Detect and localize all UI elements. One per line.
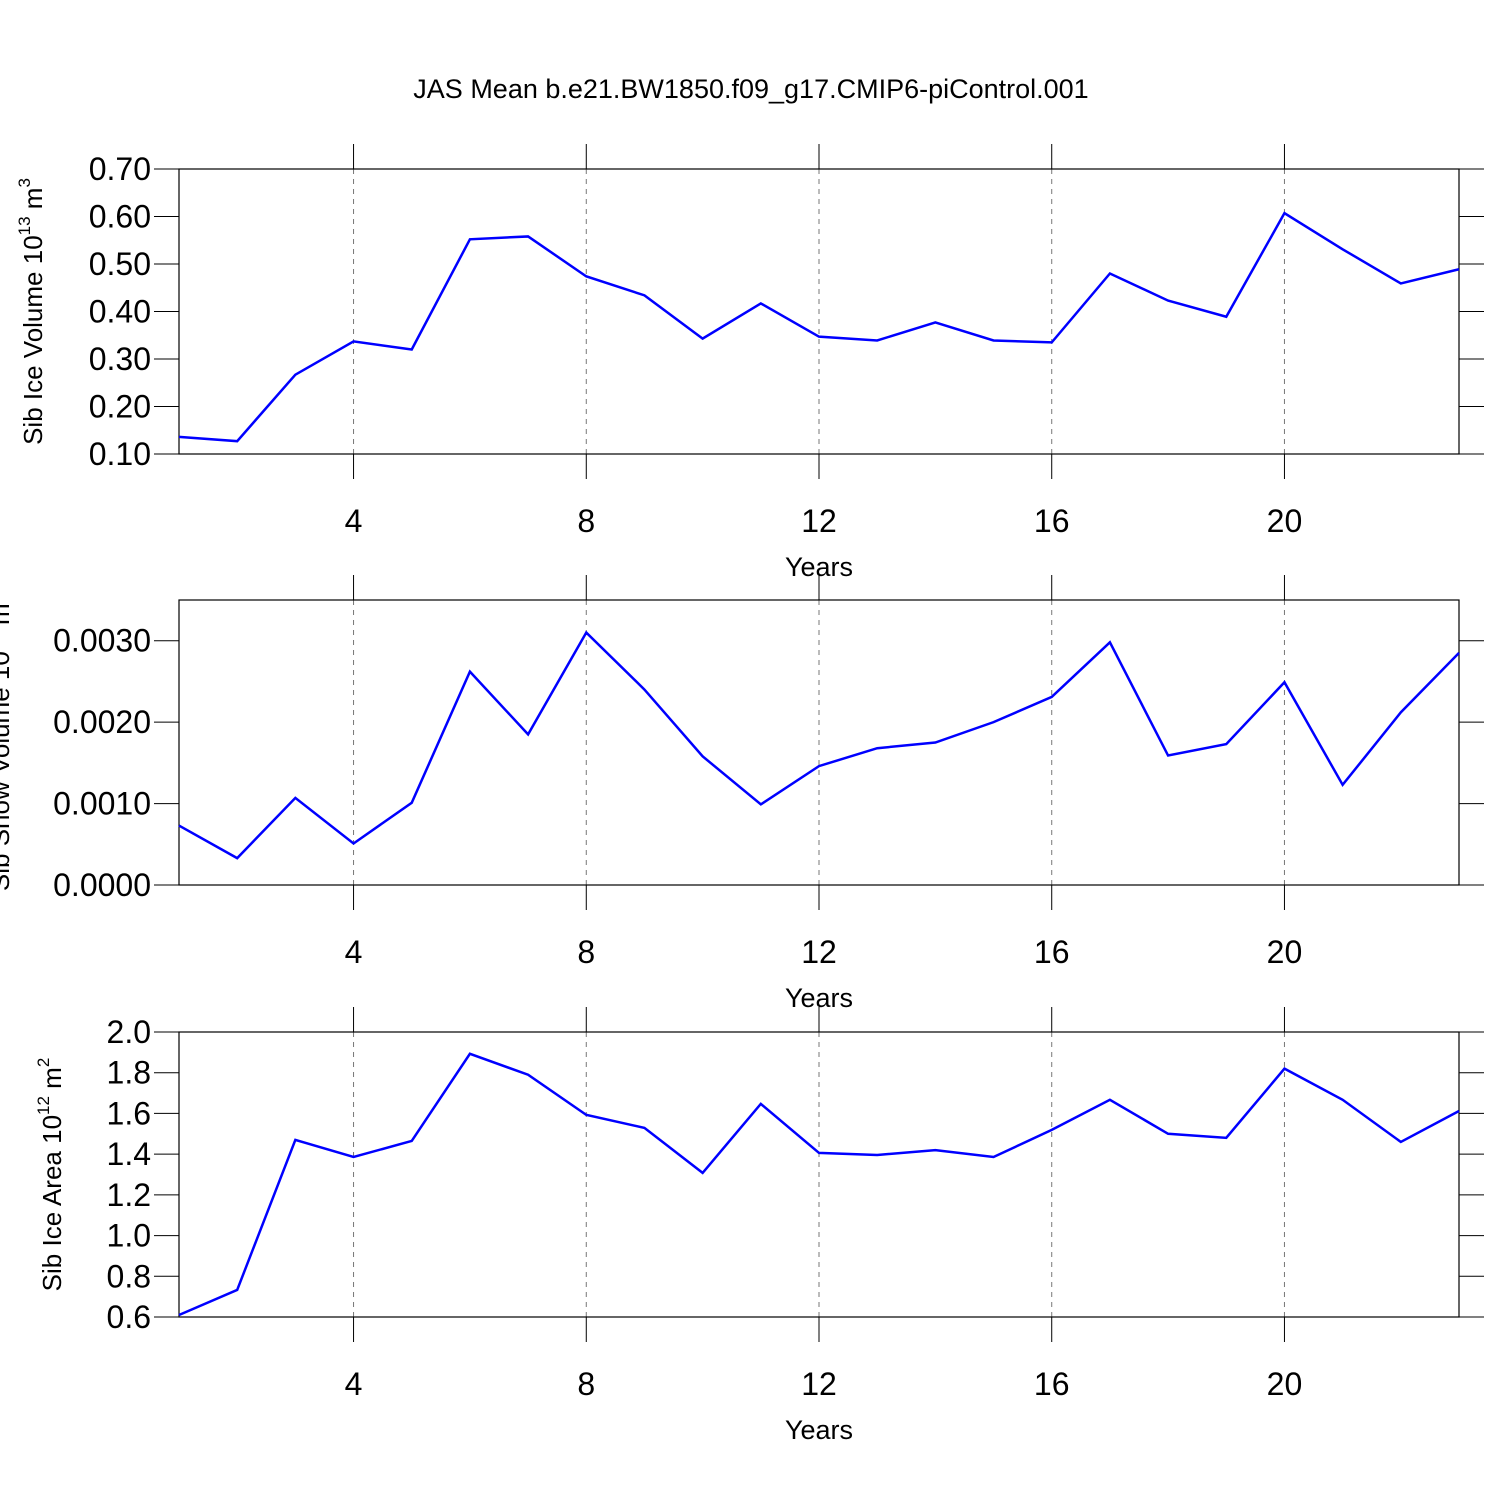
y-axis-label-part: 13 bbox=[0, 632, 1, 651]
x-tick-label: 16 bbox=[1034, 503, 1070, 539]
x-tick-label: 16 bbox=[1034, 934, 1070, 970]
x-tick-label: 20 bbox=[1267, 934, 1303, 970]
y-tick-label: 0.0010 bbox=[53, 786, 151, 822]
y-axis-label-part: 2 bbox=[34, 1058, 53, 1067]
y-tick-label: 1.8 bbox=[107, 1055, 151, 1091]
y-tick-label: 1.4 bbox=[107, 1136, 151, 1172]
x-tick-label: 4 bbox=[345, 503, 363, 539]
y-axis-label-part: Sib Snow Volume 10 bbox=[0, 651, 15, 891]
y-tick-label: 1.2 bbox=[107, 1177, 151, 1213]
plot-frame bbox=[178, 1031, 1460, 1318]
x-axis-label: Years bbox=[785, 1415, 853, 1445]
y-tick-label: 2.0 bbox=[107, 1014, 151, 1050]
plot-frame bbox=[178, 599, 1460, 886]
y-tick-label: 0.0030 bbox=[53, 623, 151, 659]
x-tick-label: 4 bbox=[345, 934, 363, 970]
y-tick-label: 0.70 bbox=[89, 151, 151, 187]
x-tick-label: 8 bbox=[577, 503, 595, 539]
y-axis-label-part: 3 bbox=[0, 594, 1, 603]
y-tick-label: 0.8 bbox=[107, 1258, 151, 1294]
x-tick-label: 8 bbox=[577, 934, 595, 970]
y-axis-label-part: Sib Ice Area 10 bbox=[37, 1115, 67, 1291]
x-tick-label: 4 bbox=[345, 1366, 363, 1402]
plot-frame bbox=[178, 168, 1460, 455]
y-axis-label-part: Sib Ice Volume 10 bbox=[18, 235, 48, 445]
x-tick-label: 12 bbox=[801, 503, 837, 539]
y-tick-label: 0.40 bbox=[89, 294, 151, 330]
y-axis-label-part: m bbox=[18, 188, 48, 217]
x-tick-label: 20 bbox=[1267, 1366, 1303, 1402]
y-tick-label: 0.10 bbox=[89, 436, 151, 472]
y-tick-label: 0.0000 bbox=[53, 867, 151, 903]
y-tick-label: 0.50 bbox=[89, 246, 151, 282]
y-tick-label: 0.6 bbox=[107, 1299, 151, 1335]
x-tick-label: 20 bbox=[1267, 503, 1303, 539]
data-line bbox=[178, 211, 1460, 443]
y-axis-label-part: 12 bbox=[34, 1096, 53, 1115]
data-line bbox=[178, 630, 1460, 860]
x-tick-label: 12 bbox=[801, 934, 837, 970]
y-axis-label: Sib Ice Volume 1013 m3 bbox=[15, 178, 48, 445]
y-axis-label-part: 3 bbox=[15, 178, 34, 187]
y-tick-label: 1.0 bbox=[107, 1218, 151, 1254]
x-tick-label: 16 bbox=[1034, 1366, 1070, 1402]
y-tick-label: 1.6 bbox=[107, 1095, 151, 1131]
y-axis-label-part: m bbox=[37, 1067, 67, 1096]
y-axis-label-part: 13 bbox=[15, 216, 34, 235]
y-axis-label-part: m bbox=[0, 603, 15, 632]
y-tick-label: 0.60 bbox=[89, 199, 151, 235]
y-tick-label: 0.0020 bbox=[53, 704, 151, 740]
y-axis-label: Sib Ice Area 1012 m2 bbox=[34, 1058, 67, 1292]
figure-title: JAS Mean b.e21.BW1850.f09_g17.CMIP6-piCo… bbox=[413, 74, 1088, 104]
y-tick-label: 0.20 bbox=[89, 389, 151, 425]
data-line bbox=[178, 1052, 1460, 1317]
y-tick-label: 0.30 bbox=[89, 341, 151, 377]
y-axis-label: Sib Snow Volume 1013 m3 bbox=[0, 594, 15, 891]
x-tick-label: 8 bbox=[577, 1366, 595, 1402]
x-tick-label: 12 bbox=[801, 1366, 837, 1402]
